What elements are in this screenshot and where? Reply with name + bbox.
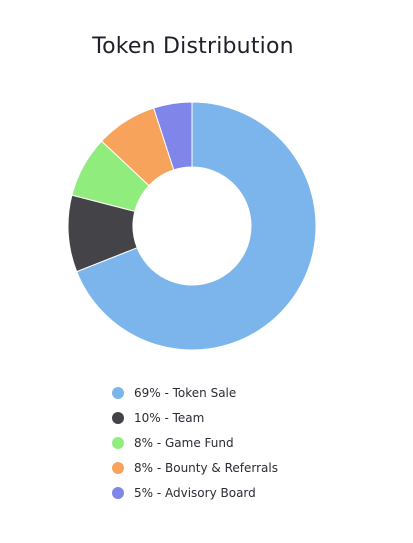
legend-item-game-fund[interactable]: 8% - Game Fund [112,430,278,455]
chart-title: Token Distribution [92,34,294,59]
legend-label-bounty-referrals: 8% - Bounty & Referrals [134,460,278,475]
legend-marker-game-fund [112,436,124,449]
legend-item-bounty-referrals[interactable]: 8% - Bounty & Referrals [112,455,278,480]
legend-label-token-sale: 69% - Token Sale [134,385,237,400]
legend-item-team[interactable]: 10% - Team [112,405,278,430]
legend-marker-token-sale [112,386,124,399]
legend-item-advisory-board[interactable]: 5% - Advisory Board [112,480,278,505]
slice-token-sale[interactable] [76,101,317,351]
legend-item-token-sale[interactable]: 69% - Token Sale [112,380,278,405]
legend: 69% - Token Sale 10% - Team 8% - Game Fu… [112,380,278,505]
legend-marker-bounty-referrals [112,461,124,474]
legend-label-team: 10% - Team [134,410,205,425]
legend-label-game-fund: 8% - Game Fund [134,435,234,450]
legend-marker-team [112,411,124,424]
slice-advisory-board[interactable] [153,101,193,171]
legend-marker-advisory-board [112,486,124,499]
legend-label-advisory-board: 5% - Advisory Board [134,485,256,500]
